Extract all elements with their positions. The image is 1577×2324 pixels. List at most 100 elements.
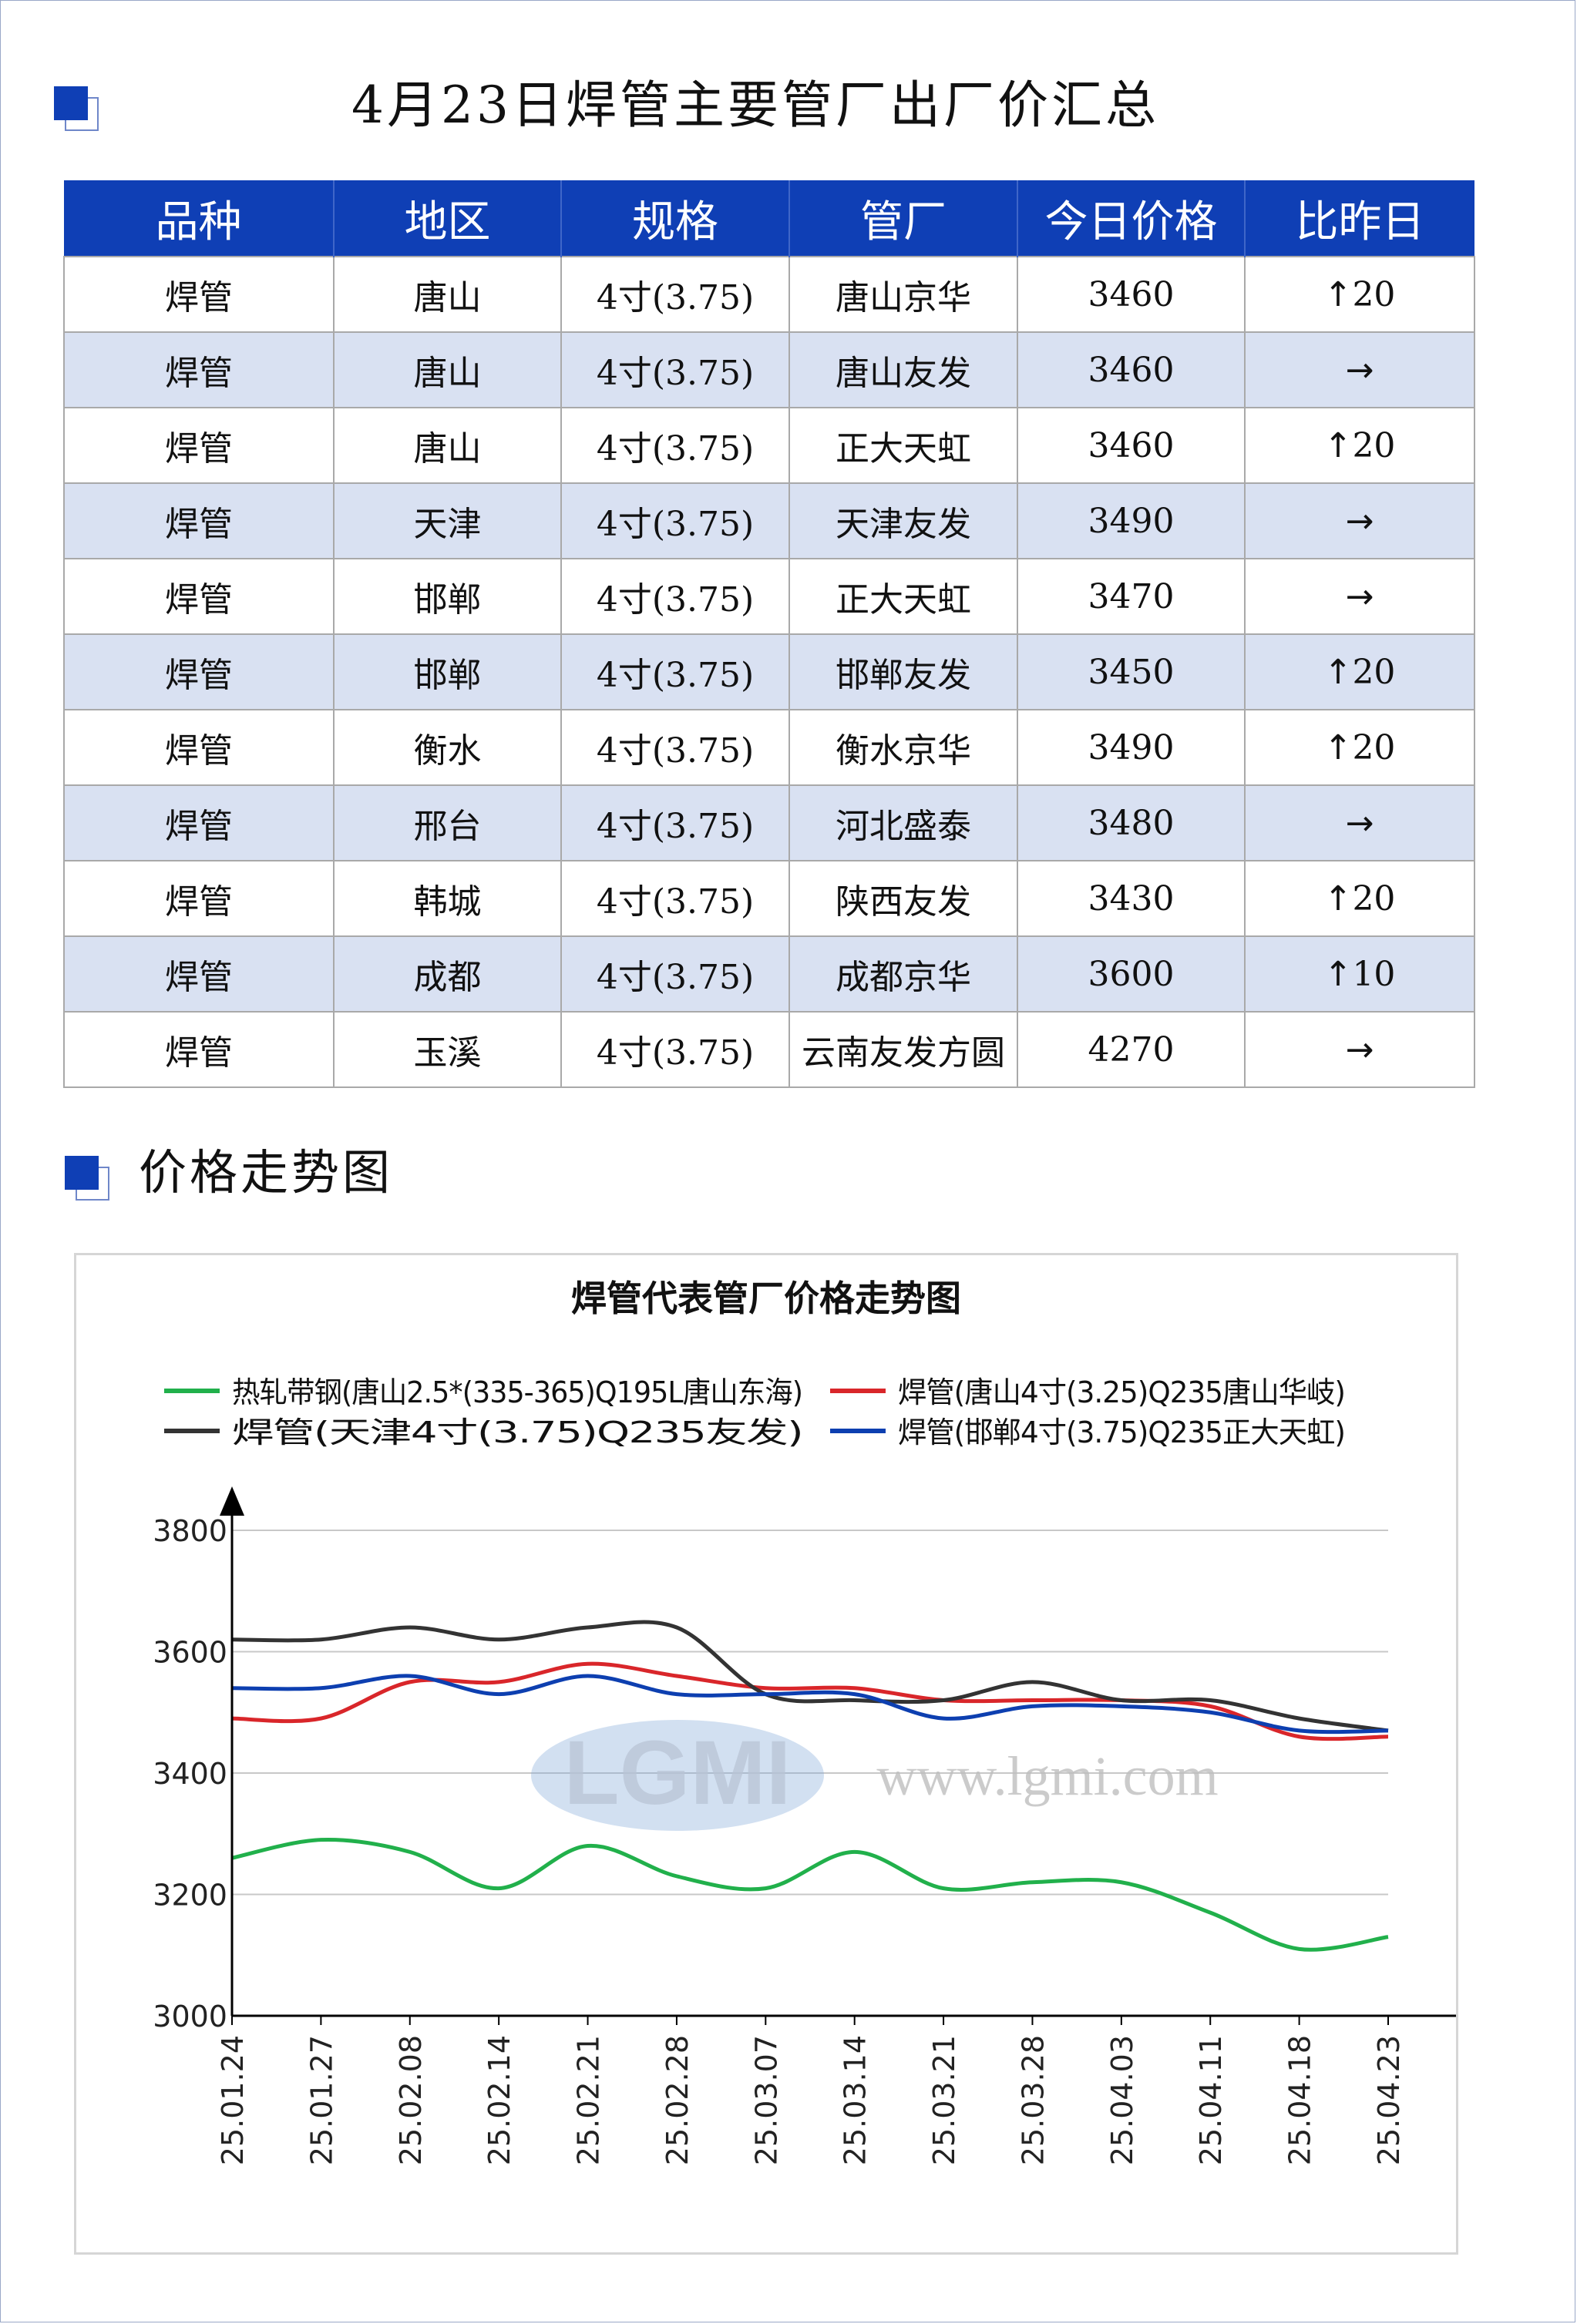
- cell-spec: 4寸(3.75): [560, 860, 790, 937]
- cell-spec: 4寸(3.75): [560, 482, 790, 559]
- up-arrow-icon: ↑: [1323, 727, 1353, 767]
- cell-mill: 正大天虹: [788, 407, 1018, 484]
- cell-price: 3480: [1017, 784, 1246, 861]
- x-tick-label: 25.01.27: [304, 2035, 338, 2165]
- table-row: 焊管 唐山 4寸(3.75) 唐山友发 3460 →: [63, 331, 1475, 408]
- cell-change: ↑10: [1244, 935, 1475, 1013]
- cell-variety: 焊管: [63, 709, 335, 786]
- table-row: 焊管 唐山 4寸(3.75) 正大天虹 3460 ↑20: [63, 407, 1475, 484]
- column-header: 品种: [64, 180, 335, 257]
- cell-region: 玉溪: [333, 1011, 562, 1088]
- legend-label: 焊管(唐山4寸(3.25)Q235唐山华岐): [898, 1375, 1345, 1409]
- cell-region: 唐山: [333, 407, 562, 484]
- cell-price: 3460: [1017, 331, 1246, 408]
- cell-variety: 焊管: [63, 860, 335, 937]
- cell-variety: 焊管: [63, 1011, 335, 1088]
- cell-mill: 成都京华: [788, 935, 1018, 1013]
- cell-change: →: [1244, 1011, 1475, 1088]
- legend-label: 热轧带钢(唐山2.5*(335-365)Q195L唐山东海): [232, 1375, 802, 1409]
- cell-price: 3430: [1017, 860, 1246, 937]
- up-arrow-icon: ↑: [1323, 274, 1353, 314]
- x-tick-label: 25.03.21: [927, 2035, 961, 2165]
- x-tick-label: 25.02.14: [483, 2035, 516, 2165]
- table-row: 焊管 邢台 4寸(3.75) 河北盛泰 3480 →: [63, 784, 1475, 861]
- y-tick-label: 3600: [153, 1636, 227, 1670]
- cell-variety: 焊管: [63, 558, 335, 635]
- cell-price: 3490: [1017, 709, 1246, 786]
- cell-region: 唐山: [333, 256, 562, 333]
- cell-spec: 4寸(3.75): [560, 558, 790, 635]
- cell-region: 成都: [333, 935, 562, 1013]
- series-line-1: [231, 1661, 1389, 1741]
- column-header: 规格: [561, 180, 790, 257]
- x-tick-label: 25.02.28: [661, 2035, 694, 2165]
- cell-mill: 衡水京华: [788, 709, 1018, 786]
- y-tick-label: 3400: [153, 1757, 227, 1791]
- table-row: 焊管 衡水 4寸(3.75) 衡水京华 3490 ↑20: [63, 709, 1475, 786]
- y-tick-label: 3200: [153, 1879, 227, 1913]
- x-tick-label: 25.04.23: [1372, 2035, 1406, 2165]
- cell-spec: 4寸(3.75): [560, 935, 790, 1013]
- cell-change: ↑20: [1244, 256, 1475, 333]
- cell-spec: 4寸(3.75): [560, 1011, 790, 1088]
- cell-change: →: [1244, 784, 1475, 861]
- up-arrow-icon: ↑: [1323, 878, 1353, 919]
- legend-label: 焊管(邯郸4寸(3.75)Q235正大天虹): [898, 1416, 1345, 1449]
- change-value: 20: [1352, 727, 1396, 767]
- trend-chart-svg: 焊管代表管厂价格走势图热轧带钢(唐山2.5*(335-365)Q195L唐山东海…: [153, 1278, 1456, 2165]
- cell-mill: 云南友发方圆: [788, 1011, 1018, 1088]
- x-tick-label: 25.03.07: [749, 2035, 783, 2165]
- title-marker-icon: [54, 86, 99, 131]
- cell-region: 邯郸: [333, 558, 562, 635]
- column-header: 今日价格: [1017, 180, 1246, 257]
- cell-price: 4270: [1017, 1011, 1246, 1088]
- x-tick-label: 25.03.28: [1016, 2035, 1050, 2165]
- change-value: 10: [1352, 954, 1396, 994]
- cell-price: 3490: [1017, 482, 1246, 559]
- cell-region: 邯郸: [333, 633, 562, 710]
- x-tick-label: 25.04.03: [1105, 2035, 1139, 2165]
- flat-arrow-icon: →: [1345, 1029, 1374, 1070]
- cell-region: 衡水: [333, 709, 562, 786]
- cell-variety: 焊管: [63, 482, 335, 559]
- cell-region: 唐山: [333, 331, 562, 408]
- page-title: 4月23日焊管主要管厂出厂价汇总: [351, 76, 1159, 135]
- column-header: 地区: [334, 180, 562, 257]
- flat-arrow-icon: →: [1345, 350, 1374, 390]
- series-line-2: [231, 1620, 1389, 1733]
- chart-title: 焊管代表管厂价格走势图: [571, 1278, 961, 1319]
- cell-change: ↑20: [1244, 709, 1475, 786]
- cell-price: 3460: [1017, 256, 1246, 333]
- table-header-row: 品种 地区 规格 管厂 今日价格 比昨日: [64, 180, 1474, 257]
- cell-mill: 河北盛泰: [788, 784, 1018, 861]
- cell-variety: 焊管: [63, 633, 335, 710]
- legend-label: 焊管(天津4寸(3.75)Q235友发): [232, 1416, 802, 1449]
- column-header: 比昨日: [1245, 180, 1474, 257]
- y-tick-label: 3800: [153, 1514, 227, 1548]
- y-tick-label: 3000: [153, 2000, 227, 2034]
- table-row: 焊管 唐山 4寸(3.75) 唐山京华 3460 ↑20: [63, 256, 1475, 333]
- cell-mill: 唐山友发: [788, 331, 1018, 408]
- series-line-0: [231, 1837, 1389, 1952]
- table-row: 焊管 韩城 4寸(3.75) 陕西友发 3430 ↑20: [63, 860, 1475, 937]
- change-value: 20: [1352, 878, 1396, 919]
- cell-spec: 4寸(3.75): [560, 256, 790, 333]
- cell-spec: 4寸(3.75): [560, 633, 790, 710]
- cell-change: →: [1244, 482, 1475, 559]
- x-tick-label: 25.02.08: [394, 2035, 428, 2165]
- watermark-logo: LGMI: [564, 1722, 792, 1824]
- x-tick-label: 25.01.24: [216, 2035, 250, 2165]
- x-tick-label: 25.03.14: [839, 2035, 873, 2165]
- series-line-3: [231, 1674, 1389, 1735]
- up-arrow-icon: ↑: [1323, 425, 1353, 465]
- watermark-url: www.lgmi.com: [876, 1745, 1218, 1807]
- cell-variety: 焊管: [63, 935, 335, 1013]
- x-tick-label: 25.04.18: [1283, 2035, 1317, 2165]
- change-value: 20: [1352, 652, 1396, 692]
- section-marker-icon: [65, 1156, 109, 1201]
- change-value: 20: [1352, 274, 1396, 314]
- cell-change: →: [1244, 331, 1475, 408]
- cell-price: 3460: [1017, 407, 1246, 484]
- cell-region: 天津: [333, 482, 562, 559]
